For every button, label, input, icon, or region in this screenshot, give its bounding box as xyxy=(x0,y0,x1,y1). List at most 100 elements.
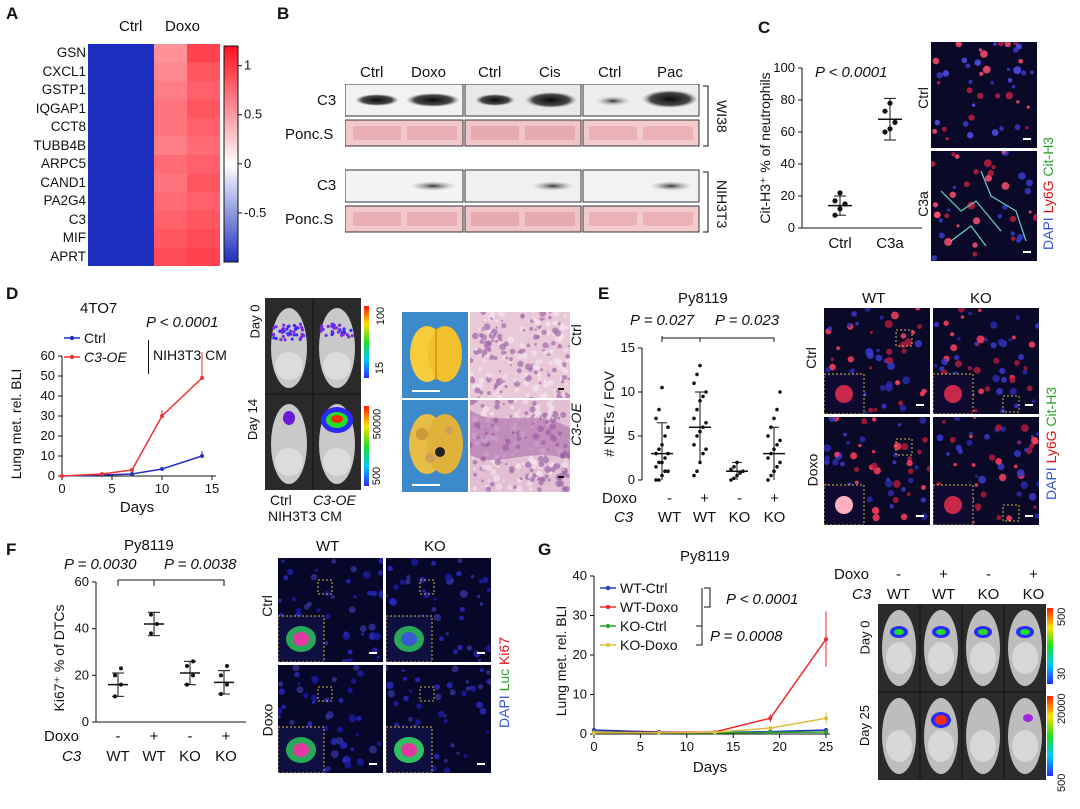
tissue-texture xyxy=(482,465,488,471)
cell xyxy=(326,711,334,719)
tissue-texture xyxy=(531,312,534,314)
cell xyxy=(1015,124,1021,130)
bli-signal xyxy=(351,334,354,337)
cell xyxy=(887,362,895,370)
panel-e-doxo-head: Doxo xyxy=(602,490,637,507)
panel-d-scale2-min: 500 xyxy=(371,467,383,485)
tissue-texture xyxy=(564,348,568,352)
tissue-texture xyxy=(538,461,544,467)
cell xyxy=(388,566,393,571)
scale-bar xyxy=(369,763,377,765)
cell xyxy=(466,686,471,691)
tissue-texture xyxy=(517,361,523,367)
tissue-texture xyxy=(470,400,475,405)
cell xyxy=(998,214,1002,218)
cell xyxy=(978,388,984,394)
cell xyxy=(957,337,961,341)
panel-g-scale1-min: 30 xyxy=(1056,668,1068,680)
data-point xyxy=(225,664,229,668)
tissue-texture xyxy=(532,385,539,392)
data-point xyxy=(775,465,779,469)
cell xyxy=(950,344,957,351)
bli-signal xyxy=(978,629,988,635)
cell xyxy=(946,452,950,456)
tissue-texture xyxy=(551,400,554,402)
bli-signal xyxy=(278,330,281,333)
tissue-texture xyxy=(549,312,551,314)
panel-f-doxo-row: - + - + xyxy=(100,728,244,746)
y-tick-label: 30 xyxy=(573,608,587,623)
x-tick-label: Ctrl xyxy=(828,235,851,252)
tissue-texture xyxy=(548,316,551,319)
cell xyxy=(999,368,1005,374)
data-point xyxy=(837,206,842,211)
x-tick-label: 5 xyxy=(108,481,115,496)
legend-label: WT-Ctrl xyxy=(620,580,667,596)
cell xyxy=(1012,85,1016,89)
cell xyxy=(950,437,956,443)
cell xyxy=(324,726,329,731)
mouse-belly xyxy=(970,642,996,674)
cell xyxy=(1021,70,1026,75)
cell xyxy=(872,507,879,514)
panel-d-cm-label: NIH3T3 CM xyxy=(148,340,227,374)
cell xyxy=(979,48,982,51)
cell xyxy=(992,375,1000,383)
cell xyxy=(955,360,962,367)
colorbar-tick-label: -0.5 xyxy=(244,205,266,220)
tissue-texture xyxy=(484,341,490,347)
data-point xyxy=(824,716,828,720)
data-point xyxy=(701,452,705,456)
cell xyxy=(981,491,987,497)
cell xyxy=(486,730,489,733)
cell xyxy=(331,595,335,599)
cell xyxy=(444,759,448,763)
panel-d-img-col-ctrl: Ctrl xyxy=(270,492,292,508)
micrograph-f-ko-doxo xyxy=(386,665,491,773)
bli-signal xyxy=(325,334,328,337)
heatmap-cell xyxy=(187,137,220,156)
panel-c-row-c3a: C3a xyxy=(915,191,931,217)
y-axis-label: Lung met. rel. BLI xyxy=(8,369,24,480)
cell xyxy=(402,669,405,672)
tissue-texture xyxy=(526,393,530,397)
cell xyxy=(975,483,979,487)
panel-g-day25: Day 25 xyxy=(857,705,872,746)
heatmap-cell xyxy=(88,44,122,63)
legend-marker xyxy=(606,643,610,647)
heatmap-cell xyxy=(187,155,220,174)
cell xyxy=(282,704,286,708)
tissue-texture xyxy=(545,321,551,327)
cell xyxy=(476,701,483,708)
condition-label: - xyxy=(722,490,757,507)
heatmap-cell xyxy=(121,118,155,137)
heatmap-cell xyxy=(187,174,220,193)
cell xyxy=(958,308,965,312)
cell xyxy=(831,358,834,361)
cell xyxy=(1008,338,1011,341)
tissue-texture xyxy=(487,391,491,395)
heatmap-cell xyxy=(154,229,188,248)
cell-line-brackets xyxy=(702,84,712,244)
x-tick-label: 20 xyxy=(772,739,786,754)
tissue-texture xyxy=(567,378,569,380)
cell xyxy=(1034,513,1039,518)
zoom-box xyxy=(318,580,332,594)
panel-f-title: Py8119 xyxy=(124,537,174,554)
tissue-texture xyxy=(543,318,545,320)
cell xyxy=(1016,316,1020,320)
condition-label: - xyxy=(876,566,921,583)
cell xyxy=(894,443,902,451)
cell xyxy=(1033,505,1036,508)
cell xyxy=(411,558,419,566)
y-tick-label: 0 xyxy=(788,220,795,235)
cell xyxy=(921,497,926,502)
cell xyxy=(403,677,407,681)
cell xyxy=(312,701,315,704)
tissue-texture xyxy=(564,383,567,386)
condition-label: WT xyxy=(876,586,921,603)
cell xyxy=(1014,403,1019,408)
cell xyxy=(995,93,1000,98)
gene-label: APRT xyxy=(50,249,86,264)
tissue-texture xyxy=(534,370,538,374)
